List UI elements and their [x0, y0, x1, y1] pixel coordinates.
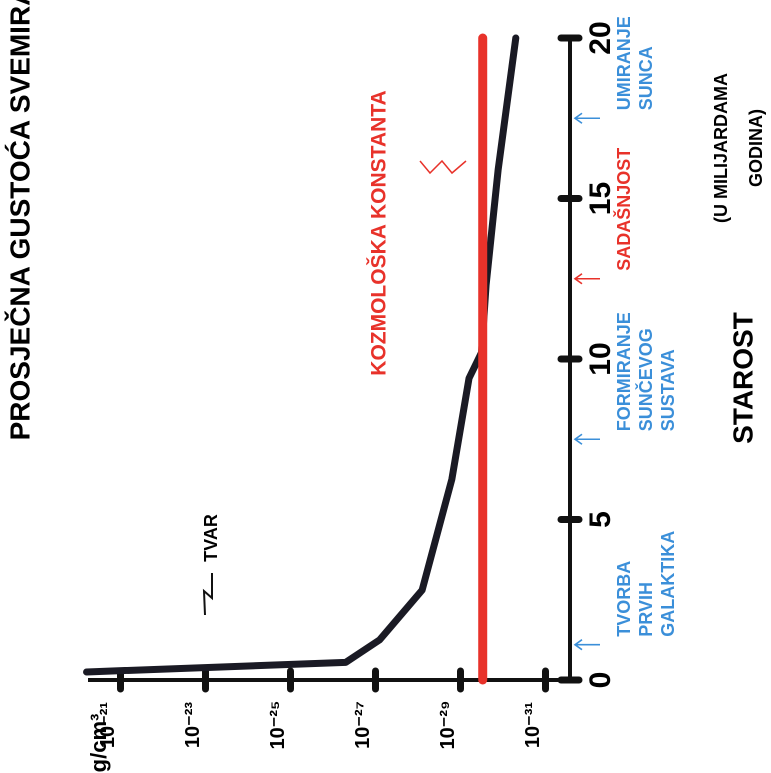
series-label: KOZMOLOŠKA KONSTANTA [367, 90, 391, 375]
y-tick-label: 10⁻²⁹ [437, 701, 459, 750]
y-tick-label: 10⁻²¹ [97, 702, 119, 748]
event-label: PRVIH [636, 582, 656, 637]
x-axis-note: (U MILIJARDAMA [711, 73, 731, 223]
event-arrow [573, 112, 600, 124]
rotated-chart: PROSJEČNA GUSTOĆA SVEMIRA g/cm³ STAROST … [3, 0, 765, 772]
y-axis-label: g/cm³ [86, 714, 111, 773]
y-tick-label: 10⁻²³ [182, 702, 204, 748]
chart-title: PROSJEČNA GUSTOĆA SVEMIRA [3, 0, 35, 440]
x-tick-label: 10 [584, 342, 617, 375]
y-tick-label: 10⁻²⁷ [352, 701, 374, 749]
pointer [202, 573, 213, 616]
x-tick-label: 20 [584, 21, 617, 54]
event-label: SADAŠNJOST [613, 148, 634, 271]
x-axis-note: GODINA) [746, 109, 766, 187]
pointer [419, 159, 467, 175]
event-arrow [573, 433, 600, 445]
event-arrow [573, 639, 600, 651]
series-label: TVAR [201, 514, 221, 562]
event-label: TVORBA [614, 561, 634, 637]
event-label: UMIRANJE [614, 16, 634, 110]
event-arrow [573, 273, 600, 285]
y-tick-label: 10⁻³¹ [522, 702, 544, 748]
x-axis-label: STAROST [727, 312, 758, 444]
event-label: GALAKTIKA [658, 531, 678, 637]
x-tick-label: 15 [584, 182, 617, 215]
x-tick-label: 0 [584, 672, 617, 689]
x-tick-label: 5 [584, 511, 617, 528]
event-label: SUNCA [636, 46, 656, 110]
event-label: FORMIRANJE [614, 312, 634, 431]
event-label: SUNČEVOG [635, 328, 656, 431]
event-label: SUSTAVA [658, 349, 678, 431]
line [83, 34, 520, 676]
y-tick-label: 10⁻²⁵ [267, 701, 289, 750]
